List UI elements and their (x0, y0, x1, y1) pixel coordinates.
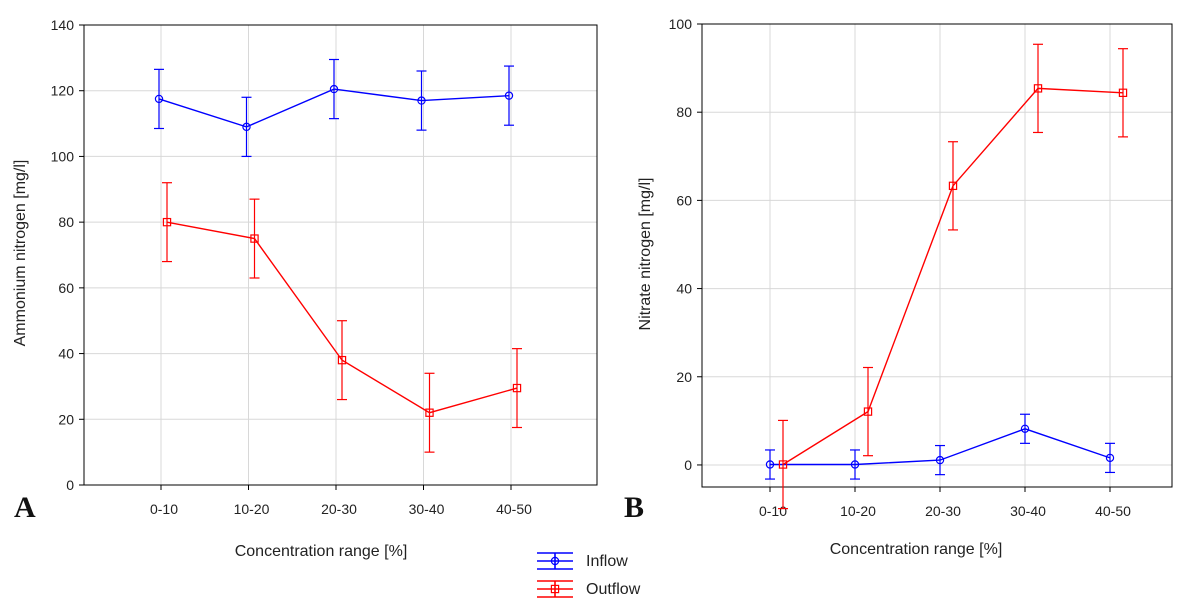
panel-b-x-axis-title: Concentration range [%] (830, 541, 1003, 558)
panel-b-outflow-point-40-50 (1118, 88, 1128, 97)
panel-a-y-tick-label-60: 60 (58, 280, 74, 296)
panel-b-inflow-error-bar-20-30 (935, 444, 945, 476)
panel-b-outflow-error-bar-40-50 (1118, 48, 1128, 138)
panel-b-x-tick-label-10-20: 10-20 (840, 503, 876, 519)
legend-swatch-outflow (537, 580, 573, 598)
panel-a-x-axis-title: Concentration range [%] (235, 543, 408, 560)
legend-label-inflow: Inflow (586, 553, 628, 570)
panel-b-x-tick-label-20-30: 20-30 (925, 503, 961, 519)
panel-a-outflow-point-40-50 (512, 383, 522, 393)
panel-a-outflow-error-bar-40-50 (512, 348, 522, 429)
panel-b-outflow-point-0-10 (778, 460, 788, 469)
panel-b-x-tick-label-0-10: 0-10 (759, 503, 787, 519)
panel-a-letter: A (14, 491, 36, 524)
panel-b-inflow-error-bar-30-40 (1020, 413, 1030, 444)
panel-b-inflow-point-30-40 (1020, 424, 1030, 433)
panel-b-y-tick-label-0: 0 (684, 457, 692, 473)
panel-a-plot-frame (83, 24, 598, 486)
panel-b-y-tick-label-40: 40 (676, 281, 692, 297)
legend-swatch-inflow (537, 552, 573, 570)
panel-b: 0 20 40 60 80 100 0-10 10-20 20-30 30-40 40-50 (669, 16, 1173, 519)
panel-b-outflow-error-bar-30-40 (1033, 43, 1043, 134)
panel-b-inflow-point-10-20 (850, 460, 860, 469)
panel-a-outflow-point-0-10 (162, 217, 172, 227)
panel-b-letter: B (624, 491, 644, 524)
panel-a-x-tick-label-0-10: 0-10 (150, 501, 178, 517)
panel-a-y-tick-label-20: 20 (58, 411, 74, 427)
panel-a-inflow-point-0-10 (154, 94, 164, 104)
panel-a-y-axis-title: Ammonium nitrogen [mg/l] (12, 160, 29, 347)
panel-a-inflow-point-40-50 (504, 91, 514, 100)
panel-b-inflow-error-bar-40-50 (1105, 442, 1115, 474)
panel-a-outflow-point-10-20 (250, 234, 259, 243)
panel-b-plot-frame (701, 23, 1173, 488)
panel-b-outflow-error-bar-10-20 (863, 366, 873, 457)
panel-a-outflow-error-bar-10-20 (249, 198, 260, 279)
panel-b-outflow-point-10-20 (863, 407, 873, 416)
panel-a-y-tick-label-140: 140 (51, 17, 75, 33)
legend-label-outflow: Outflow (586, 581, 641, 598)
panel-b-inflow-point-0-10 (765, 460, 775, 469)
panel-a-x-tick-label-10-20: 10-20 (234, 501, 270, 517)
panel-b-y-tick-label-100: 100 (669, 16, 693, 32)
panel-a-inflow-error-bar-30-40 (416, 70, 427, 131)
panel-b-outflow-error-bar-0-10 (778, 419, 788, 510)
panel-b-inflow-error-bar-10-20 (850, 449, 860, 480)
panel-a-y-tick-label-0: 0 (66, 477, 74, 493)
legend-item-outflow: Outflow (537, 580, 641, 598)
panel-a-inflow-error-bar-20-30 (329, 58, 339, 120)
panel-a-inflow-point-30-40 (417, 96, 426, 105)
legend-swatch-inflow-marker (550, 556, 560, 566)
panel-a-outflow-error-bar-20-30 (337, 320, 347, 401)
panel-a-inflow-point-20-30 (329, 84, 339, 94)
panel-b-x-tick-label-30-40: 30-40 (1010, 503, 1046, 519)
panel-a-y-tick-label-40: 40 (58, 346, 74, 362)
panel-b-y-tick-label-60: 60 (676, 192, 692, 208)
panel-a-outflow-error-bar-30-40 (424, 372, 435, 453)
panel-a-outflow-point-20-30 (337, 355, 347, 365)
panel-b-y-tick-label-80: 80 (676, 104, 692, 120)
panel-b-outflow-point-20-30 (948, 181, 958, 191)
panel-a-y-tick-label-80: 80 (58, 214, 74, 230)
panel-a-x-tick-label-30-40: 30-40 (409, 501, 445, 517)
panel-b-inflow-error-bar-0-10 (765, 449, 775, 480)
panel-a-y-tick-label-120: 120 (51, 83, 75, 99)
panel-b-inflow-point-40-50 (1105, 453, 1115, 463)
panel-a-inflow-point-10-20 (242, 122, 251, 132)
panel-b-outflow-point-30-40 (1033, 84, 1043, 93)
legend-swatch-outflow-marker (550, 584, 560, 594)
panel-a-inflow-error-bar-40-50 (504, 65, 514, 126)
panel-a-inflow-error-bar-10-20 (241, 96, 252, 158)
panel-a-outflow-error-bar-0-10 (162, 182, 172, 263)
panel-b-outflow-error-bar-20-30 (948, 141, 958, 231)
panel-a-x-tick-label-40-50: 40-50 (496, 501, 532, 517)
panel-b-x-tick-label-40-50: 40-50 (1095, 503, 1131, 519)
panel-a: 0 20 40 60 80 100 120 140 0-10 10-20 20-30 30-40 40-… (51, 17, 598, 517)
legend: Inflow Outflow (537, 552, 641, 598)
panel-b-y-axis-title: Nitrate nitrogen [mg/l] (637, 178, 654, 331)
panel-a-x-tick-label-20-30: 20-30 (321, 501, 357, 517)
panel-a-inflow-error-bar-0-10 (154, 68, 164, 130)
panel-a-outflow-point-30-40 (425, 408, 434, 417)
panel-b-inflow-point-20-30 (935, 455, 945, 465)
panel-b-y-tick-label-20: 20 (676, 369, 692, 385)
panel-a-y-tick-label-100: 100 (51, 148, 75, 164)
legend-item-inflow: Inflow (537, 552, 628, 570)
